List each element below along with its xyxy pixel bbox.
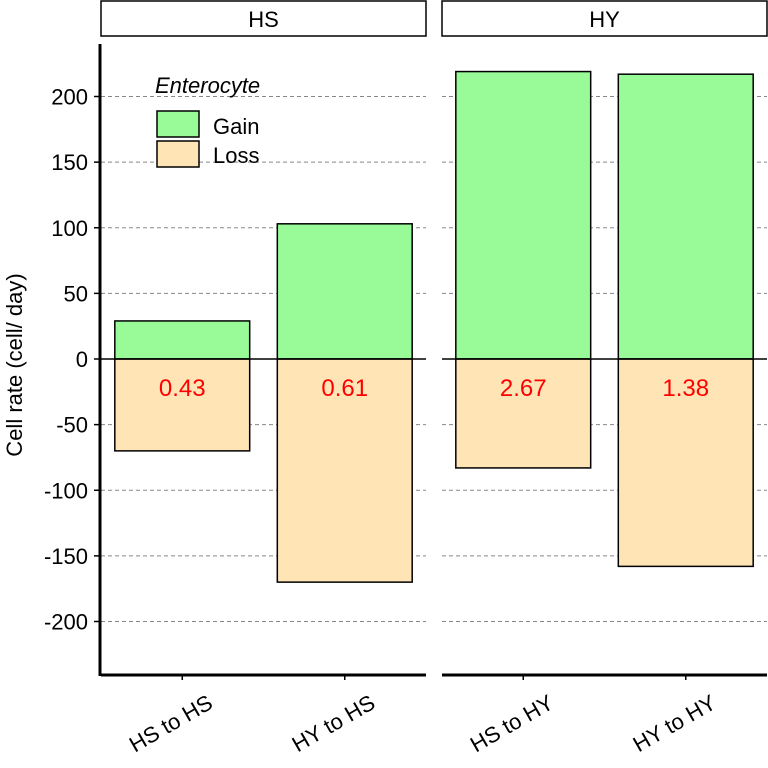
x-tick-label: HY to HY — [629, 690, 721, 757]
bar-loss-hy-to-hy — [617, 358, 754, 568]
y-axis-label: Cell rate (cell/ day) — [2, 273, 27, 456]
y-tick-label: -100 — [44, 478, 88, 503]
bar-gain-hs-to-hy — [455, 70, 592, 360]
y-tick-label: 50 — [64, 281, 88, 306]
y-tick-label: -50 — [56, 413, 88, 438]
bar-annotation: 0.43 — [159, 375, 206, 402]
strip-hy-label: HY — [589, 7, 620, 32]
bar-loss-hs-to-hs — [114, 358, 251, 452]
legend-title: Enterocyte — [155, 73, 260, 98]
strip-hs — [100, 0, 427, 37]
x-tick-label: HS to HY — [466, 690, 558, 758]
y-tick-label: 0 — [76, 347, 88, 372]
y-tick-label: -150 — [44, 544, 88, 569]
y-tick-label: 200 — [51, 85, 88, 110]
strip-hy — [441, 0, 768, 37]
legend-key-gain — [156, 110, 200, 138]
bar-annotation: 0.61 — [321, 375, 368, 402]
legend-key-loss — [156, 140, 200, 168]
legend-label-loss: Loss — [213, 143, 259, 168]
bar-annotation: 2.67 — [500, 375, 547, 402]
legend-label-gain: Gain — [213, 114, 259, 139]
bar-loss-hy-to-hs — [276, 358, 413, 583]
panel-hs: HS — [100, 0, 427, 37]
x-tick-label: HS to HS — [125, 690, 217, 758]
y-tick-label: -200 — [44, 610, 88, 635]
panel-hy: HY — [441, 0, 768, 37]
legend: Enterocyte Gain Loss — [155, 73, 260, 168]
bar-gain-hy-to-hy — [617, 73, 754, 360]
y-tick-label: 150 — [51, 150, 88, 175]
strip-hs-label: HS — [248, 7, 279, 32]
y-tick-label: 100 — [51, 216, 88, 241]
bar-gain-hs-to-hs — [114, 320, 251, 360]
bar-loss-hs-to-hy — [455, 358, 592, 469]
bar-annotation: 1.38 — [662, 375, 709, 402]
bar-gain-hy-to-hs — [276, 223, 413, 360]
x-tick-label: HY to HS — [288, 690, 380, 757]
